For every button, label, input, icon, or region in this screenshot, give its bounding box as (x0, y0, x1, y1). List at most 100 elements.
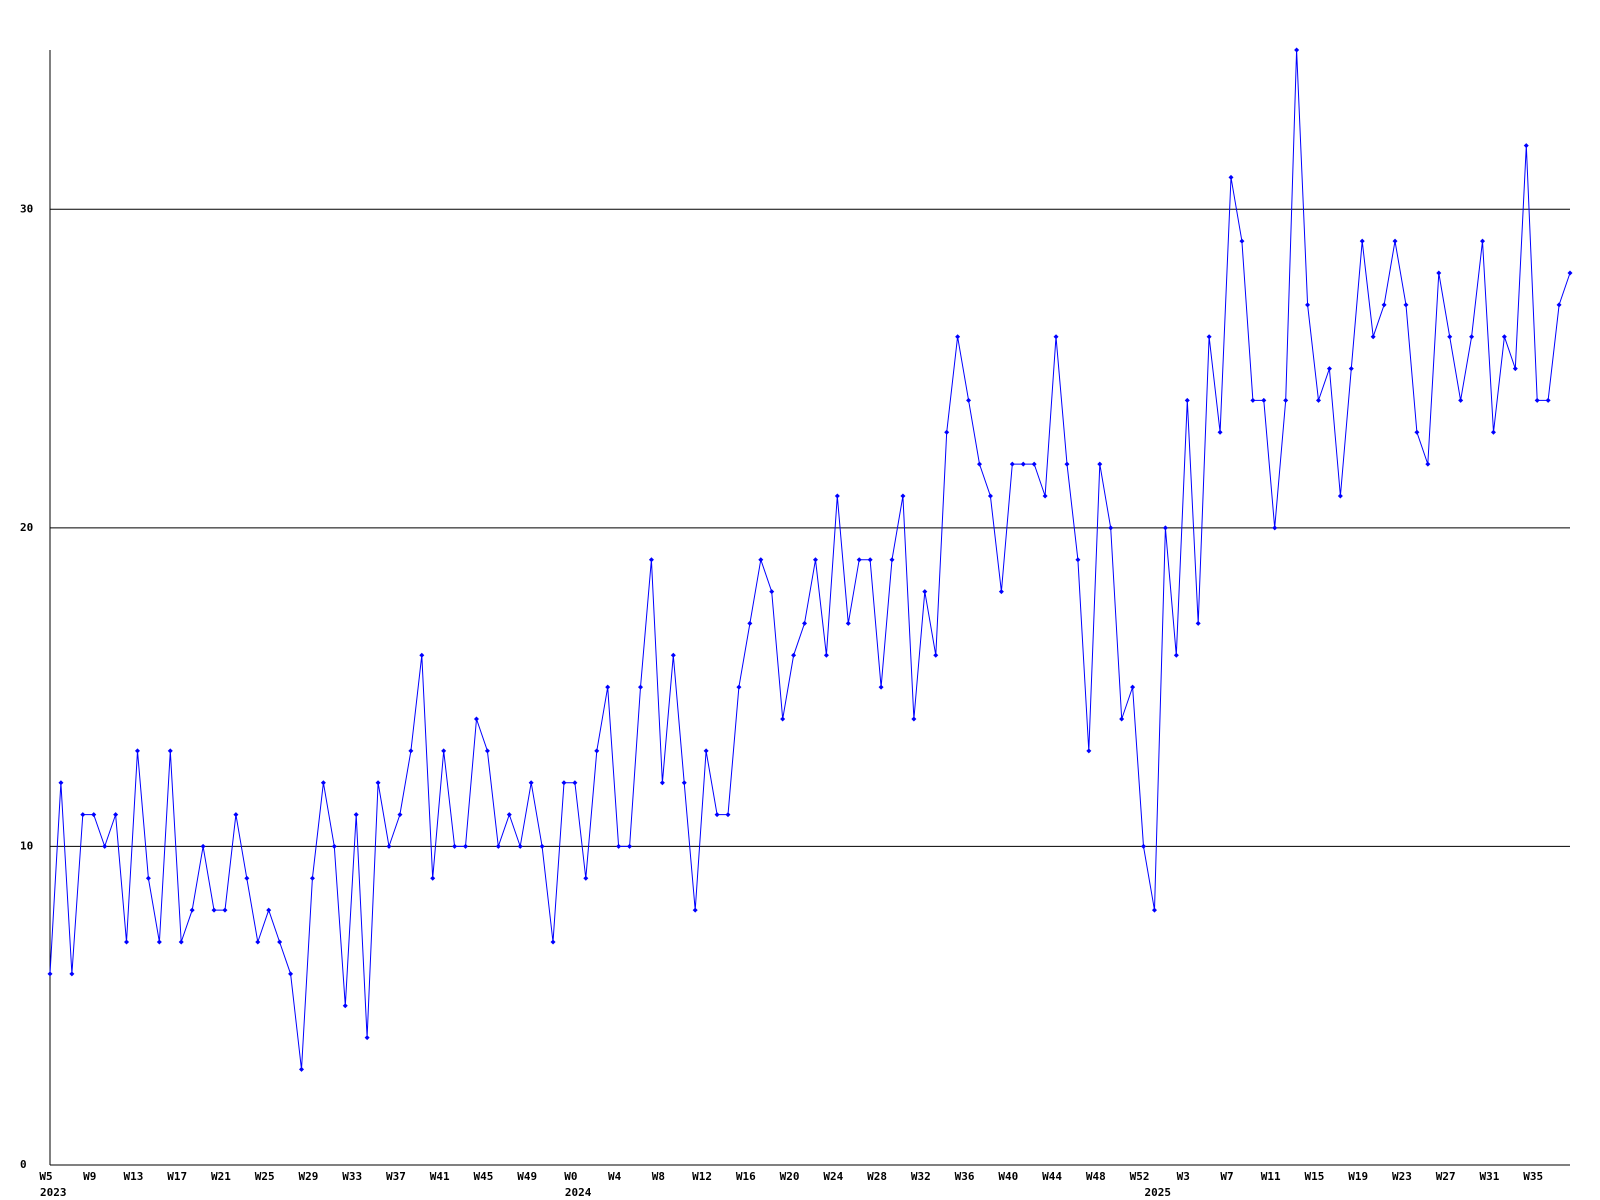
point-marker (1108, 525, 1114, 531)
point-marker (1042, 493, 1048, 499)
point-marker (1381, 302, 1387, 308)
point-marker (1392, 238, 1398, 244)
x-tick-label: W48 (1086, 1170, 1106, 1183)
point-marker (605, 684, 611, 690)
point-marker (189, 907, 195, 913)
point-marker (1370, 334, 1376, 340)
point-marker (659, 780, 665, 786)
point-marker (758, 557, 764, 563)
point-marker (1272, 525, 1278, 531)
point-marker (1414, 429, 1420, 435)
point-marker (834, 493, 840, 499)
point-marker (1217, 429, 1223, 435)
point-marker (1206, 334, 1212, 340)
point-marker (550, 939, 556, 945)
x-tick-label: W0 (564, 1170, 577, 1183)
point-marker (58, 780, 64, 786)
point-marker (1020, 461, 1026, 467)
point-marker (1337, 493, 1343, 499)
point-marker (1228, 174, 1234, 180)
y-tick-label: 20 (20, 521, 33, 534)
x-tick-label: W23 (1392, 1170, 1412, 1183)
point-marker (823, 652, 829, 658)
point-marker (473, 716, 479, 722)
point-marker (1556, 302, 1562, 308)
x-tick-label: W24 (823, 1170, 843, 1183)
point-marker (747, 620, 753, 626)
point-marker (987, 493, 993, 499)
point-marker (1097, 461, 1103, 467)
point-marker (867, 557, 873, 563)
point-marker (1545, 397, 1551, 403)
x-tick-label: W17 (167, 1170, 187, 1183)
point-marker (1184, 397, 1190, 403)
point-marker (1512, 366, 1518, 372)
point-marker (91, 812, 97, 818)
point-marker (1403, 302, 1409, 308)
point-marker (1425, 461, 1431, 467)
point-marker (156, 939, 162, 945)
point-marker (648, 557, 654, 563)
point-marker (484, 748, 490, 754)
point-marker (1250, 397, 1256, 403)
point-marker (780, 716, 786, 722)
point-marker (430, 875, 436, 881)
point-marker (1075, 557, 1081, 563)
point-marker (386, 843, 392, 849)
x-year-label: 2024 (565, 1186, 592, 1199)
point-marker (966, 397, 972, 403)
x-tick-label: W7 (1220, 1170, 1233, 1183)
x-tick-label: W21 (211, 1170, 231, 1183)
point-marker (878, 684, 884, 690)
point-marker (1119, 716, 1125, 722)
x-tick-label: W29 (299, 1170, 319, 1183)
point-marker (441, 748, 447, 754)
x-tick-label: W9 (83, 1170, 96, 1183)
point-marker (1009, 461, 1015, 467)
point-marker (802, 620, 808, 626)
point-marker (299, 1066, 305, 1072)
point-marker (495, 843, 501, 849)
point-marker (572, 780, 578, 786)
point-marker (1064, 461, 1070, 467)
x-tick-label: W3 (1177, 1170, 1190, 1183)
point-marker (1436, 270, 1442, 276)
point-marker (233, 812, 239, 818)
point-marker (1523, 143, 1529, 149)
x-tick-label: W35 (1523, 1170, 1543, 1183)
point-marker (47, 971, 53, 977)
point-marker (1458, 397, 1464, 403)
point-marker (922, 589, 928, 595)
point-marker (1359, 238, 1365, 244)
point-marker (1053, 334, 1059, 340)
point-marker (320, 780, 326, 786)
point-marker (1130, 684, 1136, 690)
point-marker (670, 652, 676, 658)
point-marker (408, 748, 414, 754)
point-marker (1294, 47, 1300, 53)
point-marker (463, 843, 469, 849)
point-marker (1490, 429, 1496, 435)
x-year-label: 2025 (1144, 1186, 1171, 1199)
y-tick-label: 0 (20, 1158, 27, 1171)
x-tick-label: W52 (1130, 1170, 1150, 1183)
point-marker (1348, 366, 1354, 372)
x-tick-label: W8 (652, 1170, 665, 1183)
point-marker (812, 557, 818, 563)
point-marker (1151, 907, 1157, 913)
point-marker (681, 780, 687, 786)
x-tick-label: W45 (473, 1170, 493, 1183)
point-marker (80, 812, 86, 818)
point-marker (1031, 461, 1037, 467)
point-marker (1305, 302, 1311, 308)
x-tick-label: W31 (1480, 1170, 1500, 1183)
point-marker (266, 907, 272, 913)
point-marker (211, 907, 217, 913)
point-marker (944, 429, 950, 435)
point-marker (178, 939, 184, 945)
x-tick-label: W20 (780, 1170, 800, 1183)
point-marker (517, 843, 523, 849)
point-marker (736, 684, 742, 690)
point-marker (102, 843, 108, 849)
